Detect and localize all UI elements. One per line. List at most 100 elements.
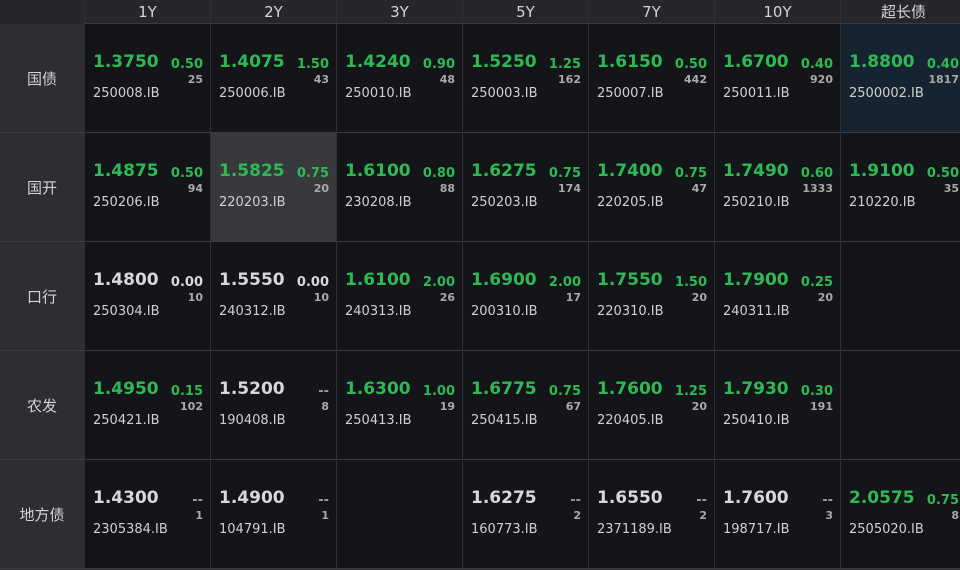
row-header-bond-type[interactable]: 口行: [0, 242, 84, 351]
yield-change: 0.75: [674, 166, 707, 181]
quote-cell[interactable]: 1.4240 0.90 48 250010.IB: [337, 24, 462, 133]
yield-change: --: [570, 493, 581, 508]
trade-volume: 17: [565, 291, 581, 304]
yield-price: 1.7600: [723, 488, 789, 508]
yield-change: 0.25: [800, 275, 833, 290]
quote-cell[interactable]: 2.0575 0.75 8 2505020.IB: [841, 460, 960, 569]
yield-change: 0.40: [800, 57, 833, 72]
quote-cell[interactable]: 1.6275 0.75 174 250203.IB: [463, 133, 588, 242]
row-header-bond-type[interactable]: 国债: [0, 24, 84, 133]
trade-volume: 10: [313, 291, 329, 304]
bond-code: 200310.IB: [471, 304, 538, 319]
quote-cell[interactable]: 1.6300 1.00 19 250413.IB: [337, 351, 462, 460]
quote-cell[interactable]: 1.4900 -- 1 104791.IB: [211, 460, 336, 569]
yield-price: 1.7900: [723, 270, 789, 290]
empty-quote-cell: [337, 460, 462, 569]
quote-cell[interactable]: 1.4950 0.15 102 250421.IB: [85, 351, 210, 460]
yield-change: --: [192, 493, 203, 508]
bond-code: 198717.IB: [723, 522, 790, 537]
yield-price: 2.0575: [849, 488, 915, 508]
bond-code: 230208.IB: [345, 195, 412, 210]
yield-price: 1.4900: [219, 488, 285, 508]
trade-volume: 43: [313, 73, 329, 86]
trade-volume: 8: [321, 400, 329, 413]
quote-cell[interactable]: 1.3750 0.50 25 250008.IB: [85, 24, 210, 133]
bond-code: 250010.IB: [345, 86, 412, 101]
trade-volume: 442: [684, 73, 707, 86]
trade-volume: 19: [439, 400, 455, 413]
quote-cell[interactable]: 1.7600 1.25 20 220405.IB: [589, 351, 714, 460]
bond-code: 250203.IB: [471, 195, 538, 210]
yield-change: 0.80: [422, 166, 455, 181]
quote-cell[interactable]: 1.4800 0.00 10 250304.IB: [85, 242, 210, 351]
quote-cell[interactable]: 1.7550 1.50 20 220310.IB: [589, 242, 714, 351]
yield-change: 0.75: [296, 166, 329, 181]
quote-cell[interactable]: 1.5250 1.25 162 250003.IB: [463, 24, 588, 133]
trade-volume: 20: [691, 400, 707, 413]
column-header-tenor[interactable]: 10Y: [715, 0, 840, 24]
quote-cell[interactable]: 1.7600 -- 3 198717.IB: [715, 460, 840, 569]
bond-code: 220205.IB: [597, 195, 664, 210]
bond-code: 104791.IB: [219, 522, 286, 537]
trade-volume: 67: [565, 400, 581, 413]
column-header-tenor[interactable]: 5Y: [463, 0, 588, 24]
bond-code: 2500002.IB: [849, 86, 924, 101]
column-header-tenor[interactable]: 7Y: [589, 0, 714, 24]
column-header-tenor[interactable]: 2Y: [211, 0, 336, 24]
trade-volume: 2: [573, 509, 581, 522]
quote-cell[interactable]: 1.7930 0.30 191 250410.IB: [715, 351, 840, 460]
yield-price: 1.4800: [93, 270, 159, 290]
quote-cell[interactable]: 1.4075 1.50 43 250006.IB: [211, 24, 336, 133]
bond-code: 250006.IB: [219, 86, 286, 101]
yield-change: 0.15: [170, 384, 203, 399]
quote-cell[interactable]: 1.7400 0.75 47 220205.IB: [589, 133, 714, 242]
empty-quote-cell: [841, 351, 960, 460]
yield-price: 1.6700: [723, 52, 789, 72]
trade-volume: 47: [691, 182, 707, 195]
quote-cell[interactable]: 1.6150 0.50 442 250007.IB: [589, 24, 714, 133]
quote-cell[interactable]: 1.6100 0.80 88 230208.IB: [337, 133, 462, 242]
quote-cell[interactable]: 1.6900 2.00 17 200310.IB: [463, 242, 588, 351]
column-header-tenor[interactable]: 3Y: [337, 0, 462, 24]
trade-volume: 25: [187, 73, 203, 86]
yield-change: 1.50: [296, 57, 329, 72]
quote-cell[interactable]: 1.7490 0.60 1333 250210.IB: [715, 133, 840, 242]
column-header-tenor[interactable]: 超长债: [841, 0, 960, 24]
row-header-bond-type[interactable]: 地方债: [0, 460, 84, 569]
quote-cell[interactable]: 1.5825 0.75 20 220203.IB: [211, 133, 336, 242]
yield-change: 0.75: [548, 384, 581, 399]
quote-cell[interactable]: 1.6275 -- 2 160773.IB: [463, 460, 588, 569]
row-header-bond-type[interactable]: 农发: [0, 351, 84, 460]
quote-cell[interactable]: 1.7900 0.25 20 240311.IB: [715, 242, 840, 351]
quote-cell[interactable]: 1.6100 2.00 26 240313.IB: [337, 242, 462, 351]
empty-quote-cell: [841, 242, 960, 351]
bond-code: 250210.IB: [723, 195, 790, 210]
quote-cell[interactable]: 1.4875 0.50 94 250206.IB: [85, 133, 210, 242]
trade-volume: 162: [558, 73, 581, 86]
yield-change: --: [318, 493, 329, 508]
quote-cell[interactable]: 1.5550 0.00 10 240312.IB: [211, 242, 336, 351]
quote-cell[interactable]: 1.5200 -- 8 190408.IB: [211, 351, 336, 460]
bond-code: 210220.IB: [849, 195, 916, 210]
yield-change: 0.50: [674, 57, 707, 72]
quote-cell[interactable]: 1.8800 0.40 1817 2500002.IB: [841, 24, 960, 133]
yield-price: 1.6300: [345, 379, 411, 399]
yield-price: 1.6100: [345, 270, 411, 290]
trade-volume: 88: [439, 182, 455, 195]
column-header-tenor[interactable]: 1Y: [85, 0, 210, 24]
yield-price: 1.6275: [471, 161, 537, 181]
quote-cell[interactable]: 1.6700 0.40 920 250011.IB: [715, 24, 840, 133]
bond-code: 250007.IB: [597, 86, 664, 101]
bond-code: 250415.IB: [471, 413, 538, 428]
quote-cell[interactable]: 1.4300 -- 1 2305384.IB: [85, 460, 210, 569]
yield-price: 1.3750: [93, 52, 159, 72]
quote-cell[interactable]: 1.9100 0.50 35 210220.IB: [841, 133, 960, 242]
yield-price: 1.8800: [849, 52, 915, 72]
yield-price: 1.7550: [597, 270, 663, 290]
trade-volume: 35: [943, 182, 959, 195]
quote-cell[interactable]: 1.6775 0.75 67 250415.IB: [463, 351, 588, 460]
trade-volume: 48: [439, 73, 455, 86]
quote-cell[interactable]: 1.6550 -- 2 2371189.IB: [589, 460, 714, 569]
bond-code: 250410.IB: [723, 413, 790, 428]
row-header-bond-type[interactable]: 国开: [0, 133, 84, 242]
